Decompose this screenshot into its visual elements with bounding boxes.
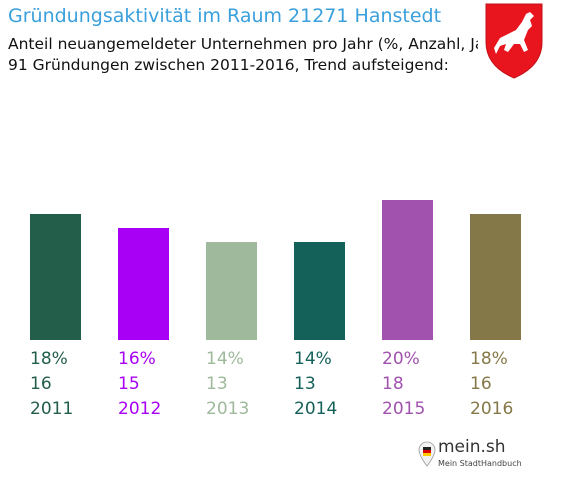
chart-subtitle: Anteil neuangemeldeter Unternehmen pro J… <box>8 35 507 53</box>
bar-year-label-2013: 2013 <box>206 399 249 419</box>
bar-2012 <box>118 228 169 340</box>
bar-count-label-2014: 13 <box>294 374 316 394</box>
chart-summary: 91 Gründungen zwischen 2011-2016, Trend … <box>8 56 449 74</box>
map-pin-icon <box>418 441 436 467</box>
bar-percent-label-2011: 18% <box>30 349 68 369</box>
bar-count-label-2016: 16 <box>470 374 492 394</box>
bar-2014 <box>294 242 345 340</box>
bar-2013 <box>206 242 257 340</box>
chart-title: Gründungsaktivität im Raum 21271 Hansted… <box>8 5 442 27</box>
bar-count-label-2012: 15 <box>118 374 140 394</box>
brand-tagline: Mein StadtHandbuch <box>438 459 522 468</box>
bar-year-label-2015: 2015 <box>382 399 425 419</box>
bar-percent-label-2013: 14% <box>206 349 244 369</box>
bar-percent-label-2012: 16% <box>118 349 156 369</box>
white-horse-crest-icon <box>478 0 550 82</box>
brand-name: mein.sh <box>438 437 506 457</box>
bar-year-label-2012: 2012 <box>118 399 161 419</box>
bar-percent-label-2014: 14% <box>294 349 332 369</box>
bar-2016 <box>470 214 521 340</box>
bar-percent-label-2016: 18% <box>470 349 508 369</box>
bar-count-label-2013: 13 <box>206 374 228 394</box>
bar-count-label-2011: 16 <box>30 374 52 394</box>
bar-count-label-2015: 18 <box>382 374 404 394</box>
bar-2015 <box>382 200 433 340</box>
bar-year-label-2011: 2011 <box>30 399 73 419</box>
bar-percent-label-2015: 20% <box>382 349 420 369</box>
bar-2011 <box>30 214 81 340</box>
bar-year-label-2016: 2016 <box>470 399 513 419</box>
brand-logo: mein.sh Mein StadtHandbuch <box>416 437 526 473</box>
bar-year-label-2014: 2014 <box>294 399 337 419</box>
